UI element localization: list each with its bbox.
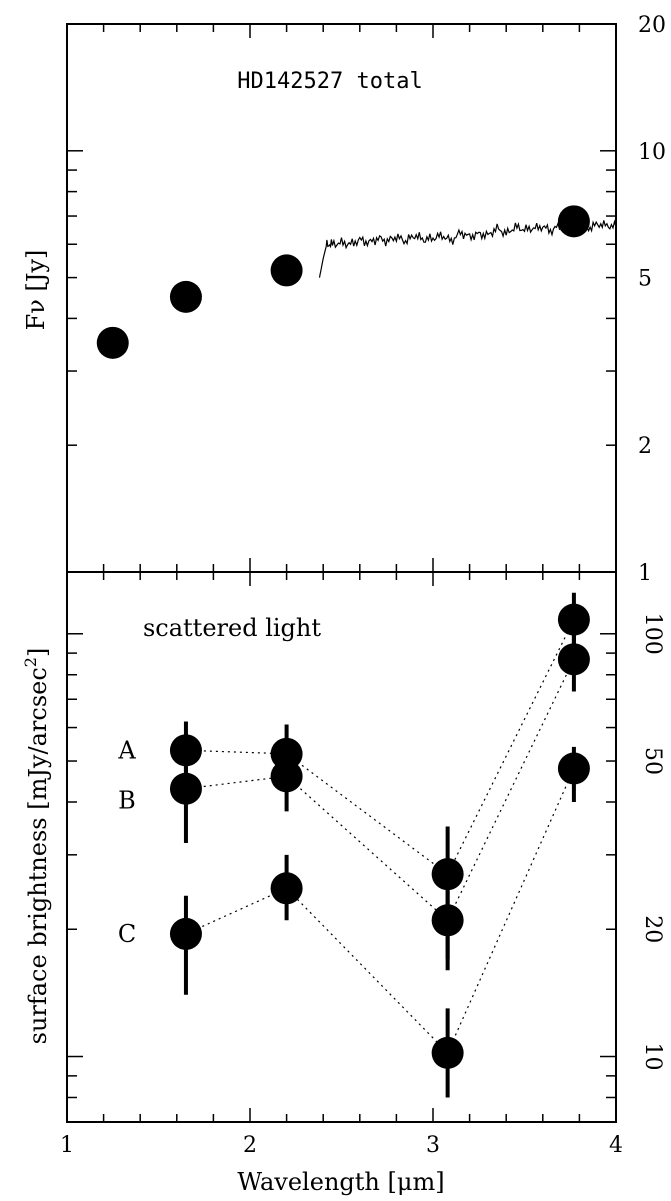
- top-y-tick-label: 1: [638, 561, 652, 586]
- series-label-A: A: [117, 736, 136, 764]
- top-points: [96, 205, 590, 359]
- series-C-point: [270, 872, 303, 905]
- series-A-point: [169, 734, 202, 767]
- bottom-y-axis-label: surface brightness [mJy/arcsec2]: [21, 648, 52, 1045]
- series-B-line: [185, 659, 575, 922]
- series-B-point: [270, 760, 303, 793]
- bottom-y-tick-label: 100: [640, 613, 665, 655]
- x-axis-label: Wavelength [μm]: [237, 1168, 444, 1196]
- bottom-series-labels: AB C: [117, 736, 136, 948]
- bottom-connecting-lines: [185, 619, 575, 1054]
- photometry-point: [557, 205, 590, 238]
- top-y-tick-labels: 20 10 5 2 1: [638, 13, 666, 586]
- bottom-points: [169, 603, 590, 1069]
- bottom-ticks: [66, 572, 617, 1122]
- bottom-panel: scattered light surface brightness [mJy/…: [21, 571, 665, 1196]
- bottom-y-tick-label: 20: [640, 915, 665, 943]
- series-B-point: [169, 772, 202, 805]
- top-panel: HD142527 total Fν [Jy] 20 10 5 2 1: [22, 13, 666, 586]
- series-A-point: [431, 858, 464, 891]
- top-y-tick-label: 2: [638, 434, 652, 459]
- series-A-line: [185, 619, 575, 876]
- series-B-point: [431, 904, 464, 937]
- top-panel-frame: [66, 23, 617, 573]
- series-C-point: [169, 917, 202, 950]
- series-label-B: B: [118, 787, 136, 815]
- series-C-point: [431, 1036, 464, 1069]
- photometry-point: [96, 326, 129, 359]
- bottom-y-tick-label: 50: [640, 747, 665, 775]
- bottom-panel-title: scattered light: [143, 614, 321, 642]
- top-panel-title: HD142527 total: [237, 69, 422, 94]
- series-C-line: [185, 768, 575, 1054]
- bottom-y-axis-label-tail: ]: [24, 648, 52, 657]
- bottom-y-tick-label: 10: [640, 1043, 665, 1071]
- bottom-y-axis-label-sup: 2: [21, 657, 40, 667]
- series-C-point: [557, 752, 590, 785]
- photometry-point: [270, 254, 303, 287]
- bottom-panel-frame: [66, 571, 617, 1123]
- bottom-y-axis-label-main: surface brightness [mJy/arcsec: [24, 667, 52, 1044]
- x-tick-label: 2: [243, 1133, 257, 1158]
- x-tick-label: 4: [609, 1133, 623, 1158]
- series-label-C: C: [118, 920, 136, 948]
- top-y-tick-label: 20: [638, 13, 666, 38]
- series-A-point: [270, 737, 303, 770]
- bottom-y-tick-labels: 100 50 20 10: [640, 613, 665, 1071]
- top-y-tick-label: 10: [638, 140, 666, 165]
- top-ticks: [66, 23, 617, 573]
- top-y-axis-label: Fν [Jy]: [22, 250, 50, 331]
- series-A-point: [557, 603, 590, 636]
- top-y-tick-label: 5: [638, 267, 652, 292]
- x-tick-label: 1: [60, 1133, 74, 1158]
- bottom-error-bars: [183, 592, 576, 1098]
- x-tick-label: 3: [426, 1133, 440, 1158]
- bottom-x-tick-labels: 1 2 3 4: [60, 1133, 623, 1158]
- series-B-point: [557, 643, 590, 676]
- photometry-point: [169, 280, 202, 313]
